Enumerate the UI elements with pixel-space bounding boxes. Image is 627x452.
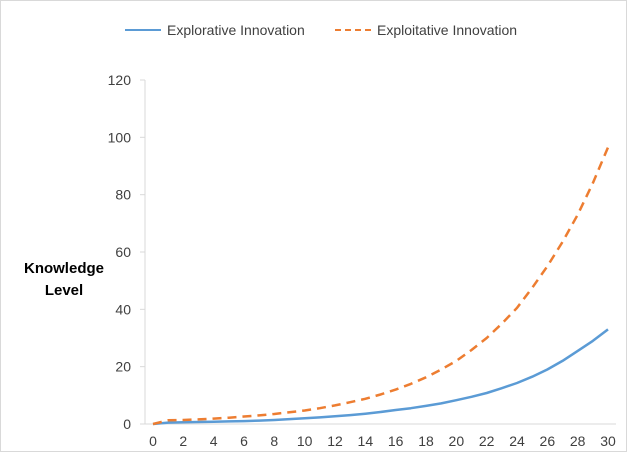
legend: Explorative Innovation Exploitative Inno… [0,18,627,42]
y-tick-label: 20 [115,359,131,375]
x-tick-label: 22 [479,433,495,449]
x-tick-label: 26 [540,433,556,449]
legend-item-explorative: Explorative Innovation [125,18,305,42]
x-tick-label: 8 [270,433,278,449]
x-tick-label: 28 [570,433,586,449]
x-tick-label: 18 [418,433,434,449]
y-tick-label: 40 [115,301,131,317]
x-tick-label: 6 [240,433,248,449]
legend-label-explorative: Explorative Innovation [167,22,305,38]
x-tick-label: 0 [149,433,157,449]
x-tick-label: 10 [297,433,313,449]
legend-item-exploitative: Exploitative Innovation [335,18,517,42]
legend-swatch-exploitative [335,29,371,31]
x-tick-label: 2 [179,433,187,449]
y-tick-label: 120 [108,72,132,88]
y-tick-label: 80 [115,187,131,203]
y-tick-label: 0 [123,416,131,432]
x-tick-label: 14 [358,433,374,449]
y-axis-label-line-1: Knowledge [23,260,104,277]
series-line-exploitative [152,146,610,426]
y-tick-label: 60 [115,244,131,260]
x-tick-label: 4 [210,433,218,449]
x-tick-label: 30 [600,433,616,449]
x-tick-label: 24 [509,433,525,449]
y-axis-label: Knowledge Level [18,258,110,302]
legend-swatch-explorative [125,29,161,31]
x-tick-label: 12 [327,433,343,449]
y-tick-label: 100 [108,129,132,145]
y-axis-label-line-2: Level [44,282,84,299]
legend-label-exploitative: Exploitative Innovation [377,22,518,38]
x-tick-label: 20 [449,433,465,449]
series-line-explorative [152,328,609,426]
x-tick-label: 16 [388,433,404,449]
